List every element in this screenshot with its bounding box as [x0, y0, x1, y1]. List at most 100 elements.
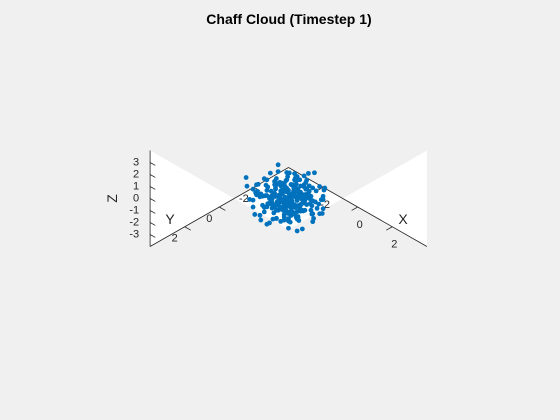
z-tick-mark: [149, 162, 156, 166]
z-tick-mark: [149, 198, 156, 202]
z-tick-label: -1: [129, 204, 139, 216]
data-point: [309, 203, 315, 209]
y-tick-label: 0: [206, 213, 212, 225]
data-point: [281, 212, 287, 218]
data-point: [300, 208, 306, 214]
data-point: [299, 200, 305, 206]
data-point: [265, 202, 271, 208]
data-point: [316, 201, 322, 207]
data-point: [261, 204, 267, 210]
data-point: [267, 170, 273, 176]
data-point: [278, 206, 284, 212]
data-point: [304, 177, 310, 183]
data-point: [288, 210, 294, 216]
data-point: [294, 209, 300, 215]
data-point: [277, 193, 283, 199]
z-tick-label: -2: [129, 216, 139, 228]
data-point: [252, 212, 258, 217]
data-points: [243, 162, 328, 234]
data-point: [305, 170, 311, 176]
data-point: [271, 210, 277, 216]
data-point: [282, 197, 288, 203]
data-point: [261, 193, 267, 199]
z-tick-label: -3: [129, 228, 139, 240]
data-point: [290, 191, 296, 196]
data-point: [273, 194, 278, 199]
data-point: [307, 196, 313, 202]
data-point: [283, 189, 289, 194]
z-tick-mark: [149, 234, 156, 238]
z-tick-label: 3: [133, 156, 139, 168]
data-point: [309, 211, 315, 217]
data-point: [318, 197, 324, 203]
z-tick-label: 1: [133, 180, 139, 192]
data-point: [255, 181, 261, 187]
data-point: [288, 195, 294, 200]
data-point: [264, 221, 270, 227]
data-point: [295, 186, 301, 192]
data-point: [264, 177, 270, 183]
data-point: [294, 216, 300, 222]
data-point: [272, 179, 278, 185]
data-point: [263, 182, 269, 188]
data-point: [285, 174, 291, 180]
data-point: [288, 205, 294, 211]
data-point: [275, 169, 281, 174]
data-point: [306, 188, 312, 194]
data-point: [250, 186, 256, 192]
data-point: [293, 183, 298, 189]
data-point: [286, 218, 291, 224]
data-point: [243, 175, 249, 180]
y-tick-label: 2: [172, 233, 178, 245]
data-point: [311, 216, 316, 221]
data-point: [281, 217, 287, 223]
z-tick-mark: [149, 210, 156, 214]
data-point: [322, 185, 328, 191]
z-axis-label: Z: [104, 194, 120, 203]
data-point: [299, 195, 304, 201]
z-tick-label: 2: [133, 168, 139, 180]
x-tick-mark: [351, 206, 358, 211]
data-point: [257, 212, 263, 218]
data-point: [264, 187, 270, 193]
data-point: [314, 205, 320, 211]
data-point: [294, 228, 300, 234]
y-tick-mark: [219, 206, 226, 211]
tick-marks: [149, 162, 393, 238]
data-point: [312, 170, 317, 176]
data-point: [282, 207, 288, 213]
z-tick-mark: [149, 222, 156, 226]
data-point: [317, 184, 323, 189]
data-point: [250, 204, 256, 210]
data-point: [286, 225, 291, 231]
x-tick-label: 2: [391, 239, 397, 251]
data-point: [272, 202, 278, 208]
data-point: [268, 188, 274, 194]
data-point: [261, 209, 267, 215]
x-axis-label: X: [398, 211, 408, 227]
data-point: [319, 211, 325, 216]
data-point: [292, 171, 297, 176]
data-point: [254, 192, 259, 198]
x-tick-label: -2: [320, 199, 330, 211]
data-point: [293, 175, 298, 181]
data-point: [288, 182, 294, 187]
data-point: [313, 188, 319, 194]
data-point: [304, 202, 310, 207]
data-point: [250, 197, 256, 203]
x-tick-mark: [386, 226, 393, 231]
data-point: [270, 216, 276, 222]
data-point: [310, 185, 316, 191]
x-tick-label: 0: [357, 219, 363, 231]
data-point: [295, 203, 301, 209]
y-tick-label: -2: [239, 193, 249, 205]
y-axis-label: Y: [165, 211, 175, 227]
z-tick-label: 0: [133, 192, 139, 204]
data-point: [320, 206, 326, 212]
data-point: [301, 173, 307, 179]
data-point: [299, 226, 305, 232]
z-tick-mark: [149, 186, 156, 190]
